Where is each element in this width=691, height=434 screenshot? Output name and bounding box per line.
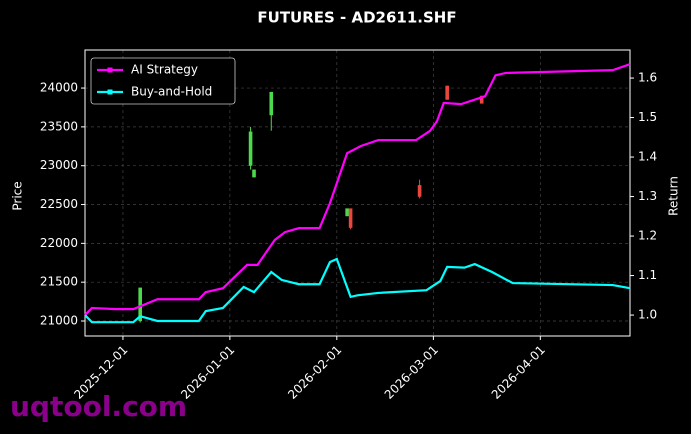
y-tick-label: 22000 <box>40 236 78 250</box>
y-tick-label: 23000 <box>40 158 78 172</box>
legend-label: AI Strategy <box>131 63 198 77</box>
y-tick-label: 21500 <box>40 275 78 289</box>
y2-tick-label: 1.6 <box>638 71 657 85</box>
y-tick-label: 23500 <box>40 119 78 133</box>
legend-marker <box>107 89 113 95</box>
candle-body <box>269 91 274 116</box>
legend-box <box>90 57 236 105</box>
candle-body <box>348 208 353 228</box>
y2-tick-label: 1.5 <box>638 110 657 124</box>
y-axis-label: Price <box>11 181 25 210</box>
legend-label: Buy-and-Hold <box>131 85 212 99</box>
plot-frame <box>84 49 631 337</box>
series-line <box>84 63 631 316</box>
chart-title: FUTURES - AD2611.SHF <box>257 9 456 27</box>
candle-body <box>445 85 449 100</box>
watermark: uqtool.com <box>10 390 187 423</box>
candle-body <box>138 287 142 322</box>
y2-tick-label: 1.3 <box>638 189 657 203</box>
candle-body <box>252 169 256 178</box>
candle-body <box>479 95 484 104</box>
candle-body <box>248 131 253 166</box>
y-tick-label: 21000 <box>40 314 78 328</box>
y2-tick-label: 1.0 <box>638 308 657 322</box>
y2-axis-label: Return <box>667 176 681 216</box>
candle-body <box>417 185 422 197</box>
y-tick-label: 24000 <box>40 81 78 95</box>
y-tick-label: 22500 <box>40 197 78 211</box>
candle-body <box>345 208 349 217</box>
series-line <box>84 257 631 324</box>
y2-tick-label: 1.2 <box>638 229 657 243</box>
y2-tick-label: 1.4 <box>638 150 657 164</box>
legend-marker <box>107 67 113 73</box>
y2-tick-label: 1.1 <box>638 268 657 282</box>
